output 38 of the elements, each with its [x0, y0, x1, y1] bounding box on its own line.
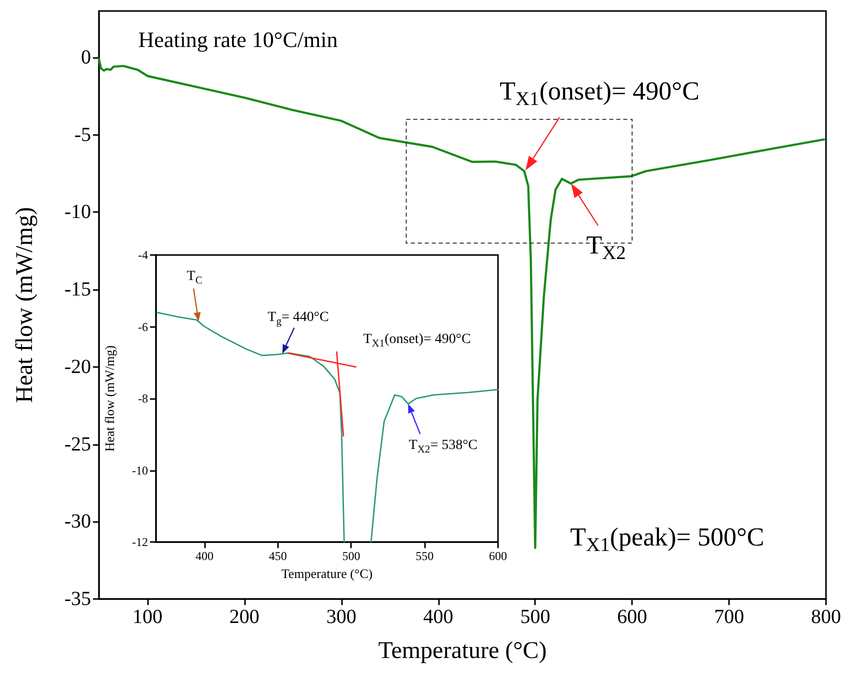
annotation: Heating rate 10°C/min [138, 26, 338, 52]
y-tick-label: -30 [64, 510, 91, 533]
x-tick-label: 100 [132, 606, 162, 628]
y-tick-label: -10 [64, 201, 91, 224]
x-axis-title: Temperature (°C) [378, 638, 547, 664]
x-tick-label: 700 [714, 606, 744, 628]
y-axis-title: Heat flow (mW/mg) [12, 207, 38, 403]
y-tick-label: -5 [74, 124, 91, 146]
x-axis-title: Temperature (°C) [281, 566, 373, 581]
y-tick-label: 0 [81, 46, 91, 68]
y-tick-label: -15 [64, 278, 91, 301]
annotation: T$_{X2}$ [586, 230, 626, 264]
y-tick-label: -6 [138, 320, 148, 334]
y-tick-label: -4 [138, 248, 148, 262]
x-tick-label: 450 [268, 549, 287, 564]
annotation: T$_{X1}$(onset)= 490°C [500, 76, 700, 112]
annotation: T$_{X1}$(peak)= 500°C [570, 522, 764, 557]
y-tick-label: -25 [64, 433, 91, 456]
x-tick-label: 300 [326, 606, 356, 628]
y-tick-label: -10 [132, 463, 148, 478]
x-tick-label: 800 [811, 606, 841, 628]
annotation: T$_{C}$ [186, 270, 202, 288]
annotation: T$_{X2}$= 538°C [408, 438, 478, 456]
x-tick-label: 500 [342, 549, 360, 564]
y-tick-label: -35 [64, 588, 91, 610]
y-axis-title: Heat flow (mW/mg) [102, 345, 117, 452]
x-tick-label: 600 [489, 549, 507, 564]
y-tick-label: -12 [132, 535, 148, 550]
x-tick-label: 550 [416, 549, 434, 564]
y-tick-label: -20 [64, 356, 91, 378]
x-tick-label: 400 [195, 549, 214, 564]
y-tick-label: -8 [138, 392, 148, 406]
annotation: T$_{g}$= 440°C [268, 310, 329, 328]
x-tick-label: 600 [617, 606, 648, 628]
annotation: T$_{X1}$(onset)= 490°C [363, 332, 471, 350]
x-tick-label: 500 [520, 606, 550, 628]
x-tick-label: 400 [423, 606, 454, 628]
x-tick-label: 200 [229, 606, 260, 628]
